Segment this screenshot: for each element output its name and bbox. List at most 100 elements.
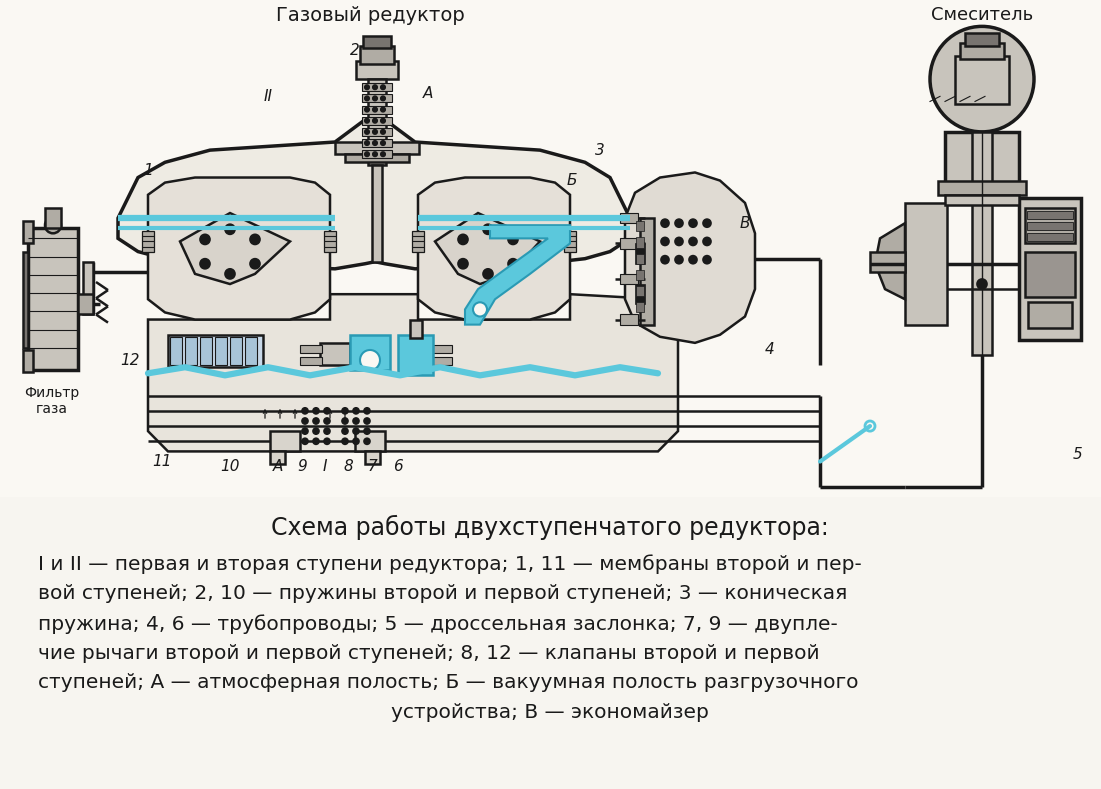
Bar — [1027, 234, 1073, 241]
Circle shape — [473, 302, 487, 316]
Circle shape — [364, 408, 370, 414]
Bar — [185, 337, 197, 365]
Circle shape — [364, 118, 369, 123]
Bar — [636, 270, 644, 280]
Bar — [360, 46, 394, 64]
Circle shape — [675, 219, 683, 227]
Circle shape — [353, 428, 359, 434]
Circle shape — [689, 219, 697, 227]
Text: 11: 11 — [152, 454, 172, 469]
Text: 6: 6 — [393, 459, 403, 474]
Bar — [366, 451, 380, 464]
Text: А: А — [273, 459, 283, 474]
Text: устройства; В — экономайзер: устройства; В — экономайзер — [391, 703, 709, 722]
Text: Б: Б — [567, 173, 577, 188]
Circle shape — [704, 256, 711, 264]
Bar — [410, 320, 422, 338]
Polygon shape — [148, 178, 330, 320]
Bar — [324, 231, 336, 252]
Bar — [142, 231, 154, 252]
Polygon shape — [118, 120, 630, 269]
Bar — [1020, 198, 1081, 340]
Bar — [368, 79, 386, 166]
Text: А: А — [423, 86, 433, 101]
Bar — [620, 238, 637, 249]
Text: 12: 12 — [120, 353, 140, 368]
Bar — [905, 203, 947, 324]
Polygon shape — [875, 223, 905, 299]
Bar — [945, 132, 1020, 182]
Circle shape — [324, 408, 330, 414]
Circle shape — [364, 438, 370, 444]
Circle shape — [364, 96, 369, 101]
Bar — [362, 106, 392, 114]
Circle shape — [373, 129, 378, 134]
Bar — [564, 231, 576, 252]
Polygon shape — [465, 225, 570, 324]
Bar — [23, 350, 33, 372]
Bar — [362, 150, 392, 159]
Text: 2: 2 — [350, 43, 360, 58]
Circle shape — [483, 269, 493, 279]
Circle shape — [250, 259, 260, 269]
Bar — [356, 61, 397, 79]
Circle shape — [353, 408, 359, 414]
Circle shape — [200, 234, 210, 245]
Text: 5: 5 — [1073, 447, 1083, 462]
Bar — [1025, 208, 1075, 244]
Bar — [636, 286, 644, 296]
Circle shape — [342, 428, 348, 434]
Text: 10: 10 — [220, 459, 240, 474]
Circle shape — [458, 234, 468, 245]
Circle shape — [45, 217, 61, 234]
Bar — [28, 228, 78, 370]
Text: вой ступеней; 2, 10 — пружины второй и первой ступеней; 3 — коническая: вой ступеней; 2, 10 — пружины второй и п… — [39, 584, 848, 603]
Bar — [640, 218, 654, 324]
Bar — [636, 221, 644, 231]
Circle shape — [302, 408, 308, 414]
Circle shape — [302, 428, 308, 434]
Circle shape — [373, 107, 378, 112]
Bar — [430, 357, 453, 365]
Bar — [270, 431, 299, 451]
Text: Фильтр
газа: Фильтр газа — [24, 386, 79, 416]
Bar — [345, 154, 408, 163]
Polygon shape — [435, 213, 539, 284]
Text: 4: 4 — [765, 342, 775, 357]
Text: Схема работы двухступенчатого редуктора:: Схема работы двухступенчатого редуктора: — [271, 515, 829, 540]
Circle shape — [508, 234, 517, 245]
Circle shape — [381, 118, 385, 123]
Circle shape — [364, 428, 370, 434]
Bar — [200, 337, 212, 365]
Circle shape — [364, 152, 369, 156]
Bar — [362, 128, 392, 136]
Polygon shape — [625, 173, 755, 343]
Bar — [620, 315, 637, 324]
Circle shape — [675, 256, 683, 264]
Bar — [23, 252, 28, 348]
Polygon shape — [148, 294, 678, 451]
Circle shape — [381, 85, 385, 89]
Circle shape — [342, 408, 348, 414]
Bar — [955, 56, 1009, 104]
Circle shape — [313, 418, 319, 424]
Circle shape — [373, 140, 378, 145]
Bar — [636, 253, 644, 264]
Text: II: II — [263, 89, 273, 104]
Text: В: В — [740, 215, 750, 230]
Bar — [350, 335, 390, 370]
Circle shape — [324, 428, 330, 434]
Text: I и II — первая и вторая ступени редуктора; 1, 11 — мембраны второй и пер-: I и II — первая и вторая ступени редукто… — [39, 555, 862, 574]
Text: 3: 3 — [596, 143, 604, 158]
Polygon shape — [179, 213, 290, 284]
Circle shape — [364, 129, 369, 134]
Bar — [620, 213, 637, 223]
Circle shape — [373, 118, 378, 123]
Text: I: I — [323, 459, 327, 474]
Circle shape — [250, 234, 260, 245]
Circle shape — [704, 219, 711, 227]
Circle shape — [458, 259, 468, 269]
Bar — [1028, 302, 1072, 327]
Text: Смеситель: Смеситель — [930, 6, 1033, 24]
Circle shape — [977, 279, 986, 289]
